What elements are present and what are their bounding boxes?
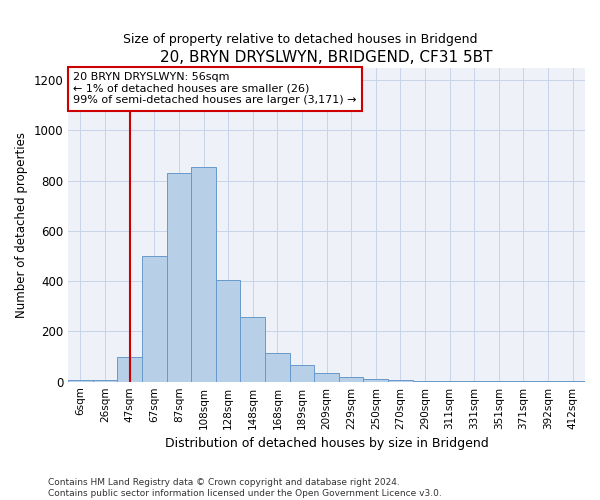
Bar [388, 380, 413, 382]
Bar [462, 381, 487, 382]
Bar [511, 381, 536, 382]
Text: 20 BRYN DRYSLWYN: 56sqm
← 1% of detached houses are smaller (26)
99% of semi-det: 20 BRYN DRYSLWYN: 56sqm ← 1% of detached… [73, 72, 357, 106]
Text: Contains HM Land Registry data © Crown copyright and database right 2024.
Contai: Contains HM Land Registry data © Crown c… [48, 478, 442, 498]
Bar [93, 380, 118, 382]
Bar [437, 381, 462, 382]
Bar [216, 280, 241, 382]
Bar [191, 167, 216, 382]
Bar [290, 364, 314, 382]
Bar [241, 317, 265, 382]
Bar [536, 381, 560, 382]
Bar [167, 173, 191, 382]
Bar [314, 373, 339, 382]
Text: Size of property relative to detached houses in Bridgend: Size of property relative to detached ho… [123, 32, 477, 46]
Y-axis label: Number of detached properties: Number of detached properties [15, 132, 28, 318]
Bar [68, 380, 93, 382]
X-axis label: Distribution of detached houses by size in Bridgend: Distribution of detached houses by size … [165, 437, 488, 450]
Bar [560, 381, 585, 382]
Bar [364, 378, 388, 382]
Bar [339, 376, 364, 382]
Bar [142, 256, 167, 382]
Bar [265, 353, 290, 382]
Bar [487, 381, 511, 382]
Bar [413, 381, 437, 382]
Bar [118, 356, 142, 382]
Title: 20, BRYN DRYSLWYN, BRIDGEND, CF31 5BT: 20, BRYN DRYSLWYN, BRIDGEND, CF31 5BT [160, 50, 493, 65]
